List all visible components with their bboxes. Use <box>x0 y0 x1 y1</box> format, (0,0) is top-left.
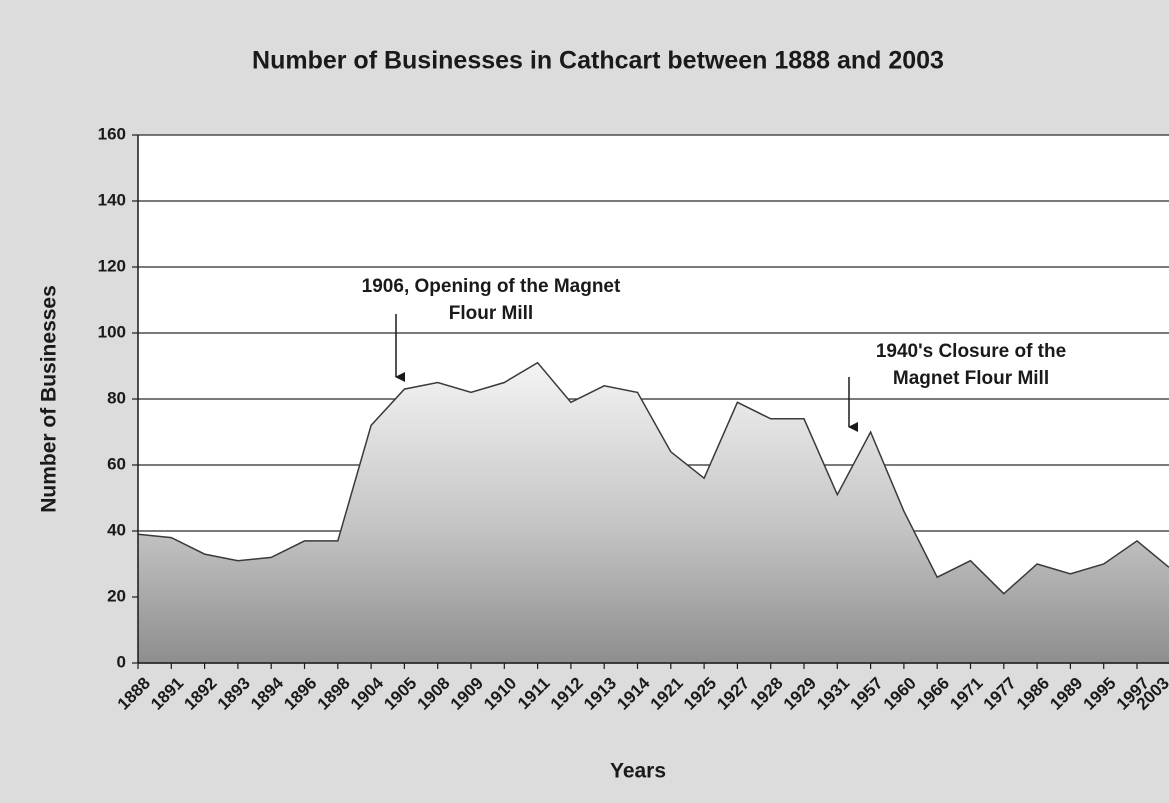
chart-title: Number of Businesses in Cathcart between… <box>252 47 944 75</box>
y-tick-label: 120 <box>98 256 126 275</box>
annotation-text: Magnet Flour Mill <box>893 368 1049 389</box>
y-tick-label: 100 <box>98 322 126 341</box>
y-tick-label: 140 <box>98 190 126 209</box>
y-tick-label: 160 <box>98 124 126 143</box>
annotation-text: 1906, Opening of the Magnet <box>362 276 621 297</box>
annotation-text: 1940's Closure of the <box>876 341 1066 362</box>
y-tick-label: 80 <box>107 388 126 407</box>
x-axis-label: Years <box>610 760 666 783</box>
area-line <box>137 361 1169 595</box>
area <box>138 362 1169 663</box>
y-tick-label: 40 <box>107 520 126 539</box>
y-tick-label: 0 <box>117 652 126 671</box>
annotation-text: Flour Mill <box>449 303 533 324</box>
y-axis-label: Number of Businesses <box>38 285 61 513</box>
y-tick-label: 20 <box>107 586 126 605</box>
y-tick-label: 60 <box>107 454 126 473</box>
